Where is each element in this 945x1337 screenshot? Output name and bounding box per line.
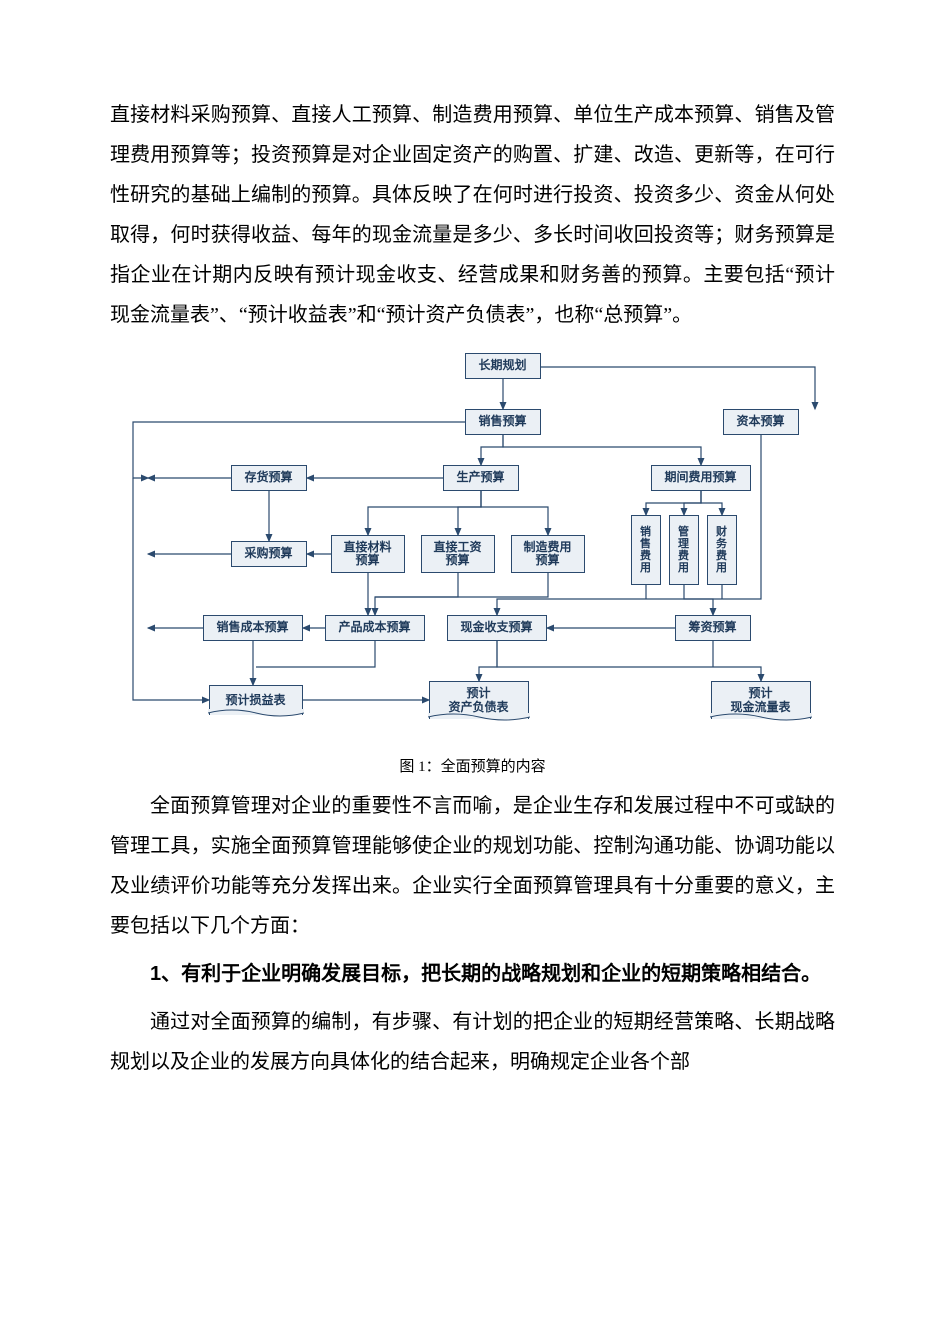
figure-caption: 图 1：全面预算的内容 (113, 755, 833, 776)
importance-paragraph: 全面预算管理对企业的重要性不言而喻，是企业生存和发展过程中不可或缺的管理工具，实… (110, 786, 835, 946)
node-production: 生产预算 (443, 465, 519, 491)
node-salescost: 销售成本预算 (203, 615, 303, 641)
node-income: 预计损益表 (209, 685, 303, 715)
node-inventory: 存货预算 (231, 465, 307, 491)
node-sales: 销售预算 (465, 409, 541, 435)
node-period: 期间费用预算 (651, 465, 751, 491)
node-longterm: 长期规划 (465, 353, 541, 379)
node-capital: 资本预算 (723, 409, 799, 435)
node-mgmtexp: 管 理 费 用 (669, 515, 699, 585)
node-cashflow: 现金收支预算 (447, 615, 547, 641)
node-purchase: 采购预算 (231, 541, 307, 567)
node-sellexp: 销 售 费 用 (631, 515, 661, 585)
figure-1-wrap: 长期规划销售预算 资本预算存货预算 生产预算 期间费用预算采购预算直接材料 预算直接工… (113, 347, 833, 776)
budget-flowchart: 长期规划销售预算 资本预算存货预算 生产预算 期间费用预算采购预算直接材料 预算直接工… (113, 347, 833, 747)
node-prodcost: 产品成本预算 (325, 615, 425, 641)
node-finexp: 财 务 费 用 (707, 515, 737, 585)
node-dmaterial: 直接材料 预算 (331, 535, 405, 573)
node-balance: 预计 资产负债表 (429, 681, 529, 719)
point-1-heading: 1、有利于企业明确发展目标，把长期的战略规划和企业的短期策略相结合。 (110, 954, 835, 994)
node-mfg: 制造费用 预算 (511, 535, 585, 573)
node-financing: 筹资预算 (675, 615, 751, 641)
node-cashstmt: 预计 现金流量表 (711, 681, 811, 719)
node-dlabor: 直接工资 预算 (421, 535, 495, 573)
point-1-body: 通过对全面预算的编制，有步骤、有计划的把企业的短期经营策略、长期战略规划以及企业… (110, 1002, 835, 1082)
intro-paragraph: 直接材料采购预算、直接人工预算、制造费用预算、单位生产成本预算、销售及管理费用预… (110, 95, 835, 335)
